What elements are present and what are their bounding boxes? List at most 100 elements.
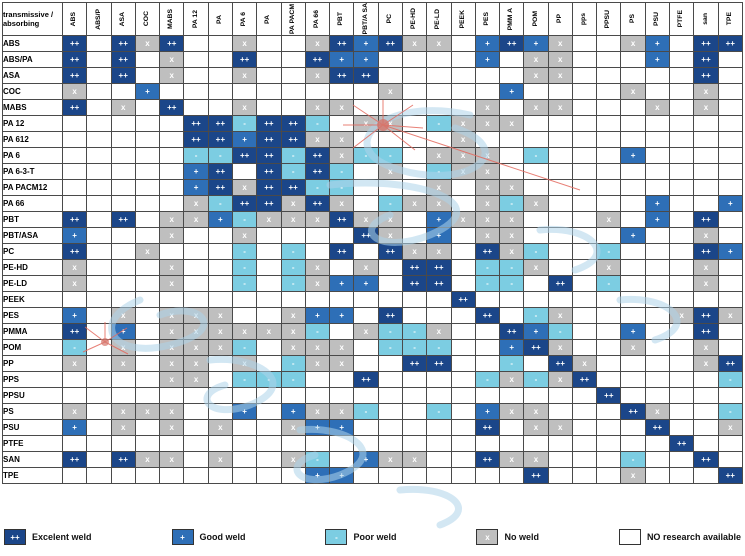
matrix-row-PE-LD: PE-LD x x - - x + + ++ ++ - - ++ - x	[2, 275, 744, 292]
cell-PA 612-x-COC	[134, 131, 161, 148]
cell-PA 66-x-PBT/A SA	[353, 195, 379, 212]
cell-PE-HD-x-PES: -	[474, 259, 501, 276]
cell-ABS-x-PBT: ++	[329, 35, 355, 52]
col-header-PA 6: PA 6	[231, 2, 258, 36]
poor-weld-swatch: -	[325, 529, 348, 545]
cell-ASA-x-COC	[134, 67, 161, 84]
cell-SAN-x-ABS: ++	[61, 451, 88, 468]
cell-ASA-x-PA PACM	[280, 67, 306, 84]
cell-ASA-x-PBT: ++	[329, 67, 355, 84]
cell-POM-x-PBT: x	[329, 339, 355, 356]
cell-PTFE-x-PMM A	[499, 435, 525, 452]
cell-MABS-x-PE-HD	[401, 99, 428, 116]
cell-PA 6-x-PPSU	[596, 147, 622, 164]
cell-PA PACM12-x-PE-LD: x	[426, 179, 452, 196]
cell-PA 6-x-PMM A	[499, 147, 525, 164]
cell-PE-HD-x-ABS/P	[86, 259, 112, 276]
cell-PE-LD-x-MABS: x	[159, 275, 185, 292]
cell-PA 12-x-PE-HD	[401, 115, 428, 132]
cell-PE-HD-x-PE-HD: ++	[401, 259, 428, 276]
cell-PES-x-COC	[134, 307, 161, 324]
cell-PC-x-pps	[571, 243, 598, 260]
cell-PPSU-x-ASA	[110, 387, 136, 404]
cell-PPSU-x-PC	[377, 387, 403, 404]
row-header-PE-LD: PE-LD	[2, 275, 63, 292]
cell-ABS/PA-x-PC	[377, 51, 403, 68]
cell-ABS/PA-x-san: ++	[693, 51, 719, 68]
cell-MABS-x-PS	[620, 99, 646, 116]
cell-ABS-x-PA 66: x	[304, 35, 331, 52]
cell-SAN-x-ABS/P	[86, 451, 112, 468]
cell-PC-x-PP	[547, 243, 573, 260]
cell-PE-HD-x-PA	[256, 259, 282, 276]
cell-PPSU-x-PE-LD	[426, 387, 452, 404]
cell-ABS-x-MABS: ++	[159, 35, 185, 52]
cell-PA 12-x-PA PACM: ++	[280, 115, 306, 132]
cell-PBT-x-pps	[571, 211, 598, 228]
matrix-row-PA 12: PA 12 ++ ++ - ++ ++ - x x - x x x	[2, 115, 744, 132]
cell-ABS-x-PA 12	[183, 35, 209, 52]
cell-PSU-x-PC	[377, 419, 403, 436]
cell-PBT/ASA-x-san: x	[693, 227, 719, 244]
cell-ASA-x-ASA: ++	[110, 67, 136, 84]
cell-PEEK-x-ABS	[61, 291, 88, 308]
cell-PC-x-MABS	[159, 243, 185, 260]
row-header-PA PACM12: PA PACM12	[2, 179, 63, 196]
cell-PES-x-san: ++	[693, 307, 719, 324]
cell-COC-x-ASA	[110, 83, 136, 100]
cell-PA 612-x-TPE	[717, 131, 744, 148]
matrix-row-ABS/PA: ABS/PA ++ ++ x ++ ++ + + + x x + ++	[2, 51, 744, 68]
cell-PPS-x-PA 6: -	[231, 371, 258, 388]
cell-PC-x-PA 6: -	[231, 243, 258, 260]
cell-PSU-x-ABS/P	[86, 419, 112, 436]
no-research-label: NO research available	[646, 532, 741, 542]
cell-PA 12-x-TPE	[717, 115, 744, 132]
cell-PA 6-x-PE-HD	[401, 147, 428, 164]
cell-ABS/PA-x-PES: +	[474, 51, 501, 68]
cell-PE-HD-x-ASA	[110, 259, 136, 276]
cell-PA 6-3-T-x-PA 6	[231, 163, 258, 180]
cell-ABS-x-PEEK	[450, 35, 476, 52]
cell-PA 6-x-COC	[134, 147, 161, 164]
cell-PA 6-3-T-x-PSU	[644, 163, 671, 180]
col-header-PE-HD: PE-HD	[401, 2, 428, 36]
cell-PPS-x-PA 12: x	[183, 371, 209, 388]
cell-COC-x-MABS	[159, 83, 185, 100]
cell-PS-x-TPE: -	[717, 403, 744, 420]
cell-PA 6-x-PC: -	[377, 147, 403, 164]
cell-POM-x-MABS: x	[159, 339, 185, 356]
cell-PS-x-PEEK	[450, 403, 476, 420]
row-header-MABS: MABS	[2, 99, 63, 116]
cell-PPS-x-san	[693, 371, 719, 388]
cell-PEEK-x-PBT/A SA	[353, 291, 379, 308]
cell-TPE-x-MABS	[159, 467, 185, 484]
cell-PS-x-ABS: x	[61, 403, 88, 420]
cell-PC-x-PSU	[644, 243, 671, 260]
cell-PA PACM12-x-PA 12: +	[183, 179, 209, 196]
cell-PTFE-x-PES	[474, 435, 501, 452]
cell-PBT/ASA-x-PA 66	[304, 227, 331, 244]
cell-PPS-x-PPSU	[596, 371, 622, 388]
cell-PA 66-x-PA 12: x	[183, 195, 209, 212]
cell-PC-x-ASA	[110, 243, 136, 260]
cell-PBT/ASA-x-pps	[571, 227, 598, 244]
cell-PE-HD-x-PBT	[329, 259, 355, 276]
cell-MABS-x-san: x	[693, 99, 719, 116]
matrix-row-PA 66: PA 66 x - ++ ++ x ++ x - x x x - x + +	[2, 195, 744, 212]
col-header-ABS/P: ABS/P	[86, 2, 112, 36]
cell-PA PACM12-x-ABS/P	[86, 179, 112, 196]
col-header-PA: PA	[207, 2, 233, 36]
cell-PBT-x-PBT: ++	[329, 211, 355, 228]
cell-PA 12-x-PA 6: -	[231, 115, 258, 132]
cell-PSU-x-PBT/A SA	[353, 419, 379, 436]
cell-SAN-x-PA 66: -	[304, 451, 331, 468]
cell-PBT/ASA-x-PE-LD: +	[426, 227, 452, 244]
matrix-row-PPS: PPS x x - - - ++ - x - x ++ -	[2, 371, 744, 388]
cell-ABS/PA-x-MABS: x	[159, 51, 185, 68]
cell-POM-x-PP: x	[547, 339, 573, 356]
cell-PSU-x-TPE: x	[717, 419, 744, 436]
cell-PPS-x-PE-LD	[426, 371, 452, 388]
row-header-PES: PES	[2, 307, 63, 324]
cell-PES-x-PEEK	[450, 307, 476, 324]
cell-PES-x-PA 66: +	[304, 307, 331, 324]
